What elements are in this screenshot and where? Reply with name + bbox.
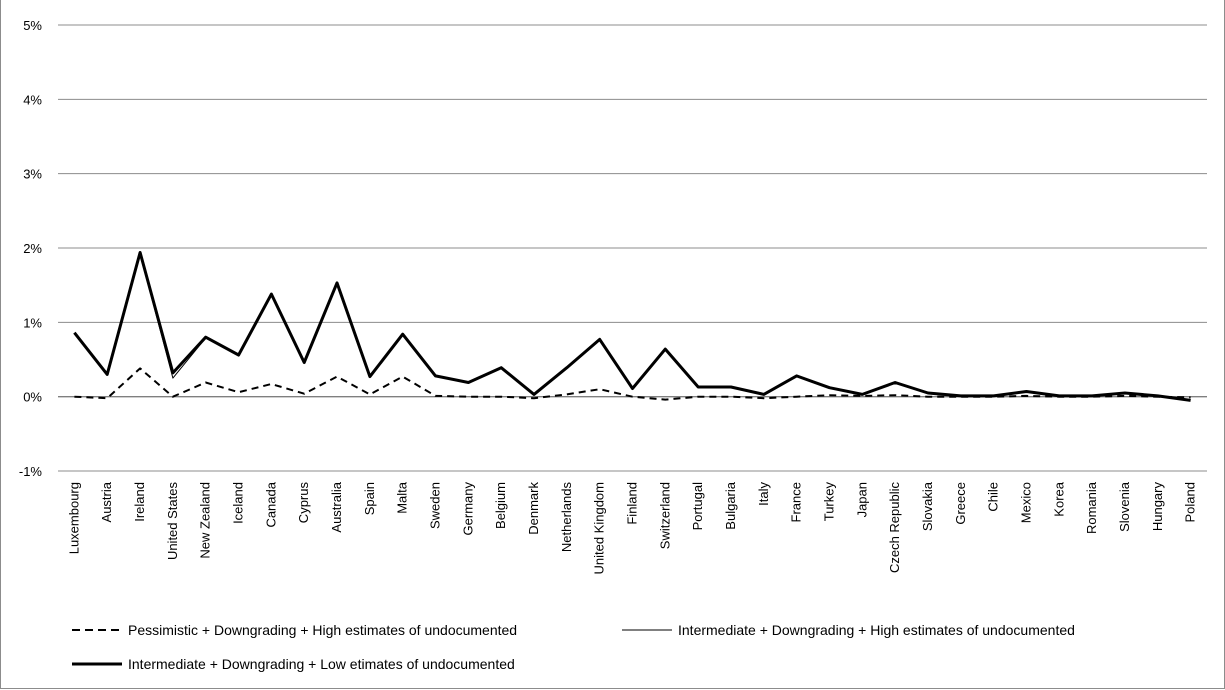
x-tick-label: Italy [756, 482, 771, 506]
y-tick-label: 2% [23, 241, 42, 256]
y-tick-label: 0% [23, 390, 42, 405]
legend-swatch-dashed [72, 629, 122, 631]
x-tick-label: Sweden [428, 482, 443, 529]
x-axis-tick-labels: Luxembourg Austria Ireland United States New… [66, 481, 1197, 574]
x-tick-label: New Zealand [198, 482, 213, 559]
x-tick-label: Spain [362, 482, 377, 515]
legend-label: Intermediate + Downgrading + Low etimate… [128, 656, 515, 672]
x-tick-label: Hungary [1150, 482, 1165, 532]
x-tick-label: Luxembourg [66, 482, 81, 554]
y-axis-ticks: 5% 4% 3% 2% 1% 0% -1% [19, 18, 43, 479]
x-tick-label: Mexico [1018, 482, 1033, 523]
line-chart: 5% 4% 3% 2% 1% 0% -1% Luxembourg Austria Ireland… [19, 18, 1207, 575]
x-tick-label: Czech Republic [887, 482, 902, 574]
x-tick-label: United States [165, 482, 180, 561]
x-tick-label: Turkey [821, 482, 836, 522]
y-tick-label: -1% [19, 464, 43, 479]
legend-label: Intermediate + Downgrading + High estima… [678, 622, 1075, 638]
x-tick-label: Switzerland [657, 482, 672, 549]
legend: Pessimistic + Downgrading + High estimat… [70, 622, 1210, 682]
legend-item-intermediate-high: Intermediate + Downgrading + High estima… [620, 622, 1075, 638]
series-line-thin [74, 253, 1191, 401]
x-tick-label: Belgium [493, 482, 508, 529]
x-tick-label: Japan [854, 482, 869, 517]
series-line-thick [73, 251, 1191, 402]
x-tick-label: Austria [99, 481, 114, 522]
y-tick-label: 3% [23, 167, 42, 182]
x-tick-label: Chile [986, 482, 1001, 512]
x-tick-label: Romania [1084, 481, 1099, 534]
legend-swatch-thin [622, 629, 672, 631]
x-tick-label: Slovenia [1117, 481, 1132, 532]
y-tick-label: 1% [23, 315, 42, 330]
x-tick-label: Malta [395, 481, 410, 514]
x-tick-label: Portugal [690, 482, 705, 531]
x-tick-label: Iceland [231, 482, 246, 524]
gridlines [58, 24, 1207, 472]
x-tick-label: Finland [625, 482, 640, 525]
x-tick-label: United Kingdom [592, 482, 607, 575]
y-tick-label: 4% [23, 92, 42, 107]
x-tick-label: Slovakia [920, 481, 935, 531]
legend-item-intermediate-low: Intermediate + Downgrading + Low etimate… [70, 656, 515, 672]
x-tick-label: Cyprus [296, 482, 311, 524]
x-tick-label: Netherlands [559, 482, 574, 553]
series-lines [73, 251, 1191, 402]
legend-label: Pessimistic + Downgrading + High estimat… [128, 622, 518, 638]
x-tick-label: Bulgaria [723, 481, 738, 529]
x-tick-label: Greece [953, 482, 968, 525]
y-tick-label: 5% [23, 18, 42, 33]
x-tick-label: Korea [1051, 481, 1066, 516]
x-tick-label: Denmark [526, 482, 541, 535]
x-tick-label: Canada [263, 481, 278, 527]
legend-swatch-thick [72, 662, 122, 666]
legend-item-pessimistic: Pessimistic + Downgrading + High estimat… [70, 622, 517, 638]
series-line-dashed [74, 367, 1191, 401]
x-tick-label: Germany [460, 482, 475, 536]
x-tick-label: Australia [329, 481, 344, 532]
x-tick-label: Poland [1183, 482, 1198, 522]
x-tick-label: France [789, 482, 804, 522]
x-tick-label: Ireland [132, 482, 147, 522]
